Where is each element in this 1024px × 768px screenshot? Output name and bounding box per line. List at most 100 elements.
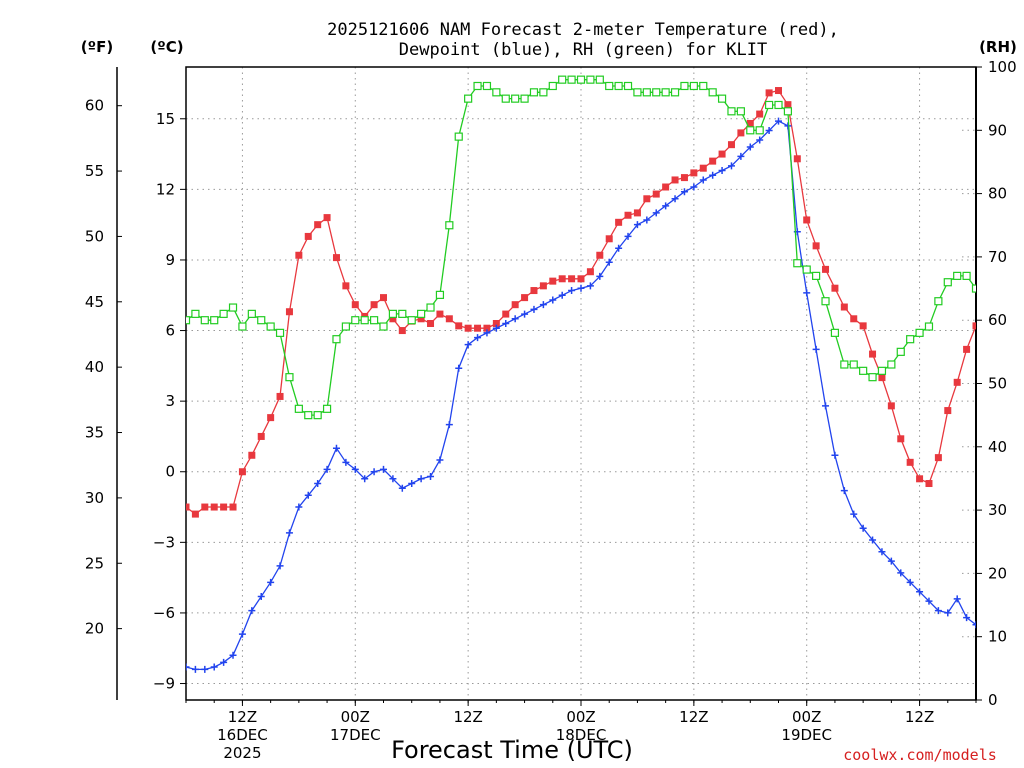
temperature-point (210, 503, 218, 511)
dewpoint-point (257, 592, 265, 600)
temperature-point (605, 235, 613, 243)
dewpoint-point (276, 562, 284, 570)
temperature-point (483, 324, 491, 332)
dewpoint-point (314, 480, 322, 488)
temperature-point (521, 294, 529, 302)
dewpoint-point (737, 152, 745, 160)
temperature-point (775, 87, 782, 95)
rh-point (341, 322, 350, 331)
dewpoint-point (474, 334, 482, 342)
rh-point (727, 107, 736, 116)
dewpoint-point (398, 484, 406, 492)
temperature-point (953, 378, 961, 386)
dewpoint-point (530, 305, 538, 313)
temperature-point (238, 468, 246, 476)
rh-point (473, 81, 482, 91)
dewpoint-point (586, 282, 594, 290)
time-tick-label: 12Z (228, 708, 257, 726)
rh-point (614, 81, 623, 91)
dewpoint-point (427, 472, 435, 480)
temperature-point (323, 214, 331, 222)
dewpoint-point (718, 167, 726, 175)
dewpoint-point (887, 557, 895, 565)
series-body (0, 75, 976, 673)
dewpoint-point (831, 451, 839, 459)
temperature-point (972, 322, 976, 330)
temperature-point (229, 503, 237, 511)
temperature-point (276, 392, 284, 400)
temperature-point (793, 155, 801, 163)
temperature-point (624, 211, 632, 219)
fahrenheit-tick-label: 25 (85, 554, 104, 572)
dewpoint-point (380, 465, 387, 473)
rh-point (0, 399, 7, 406)
rh-point (764, 100, 774, 110)
dewpoint-point (295, 503, 303, 511)
temperature-point (304, 232, 312, 240)
temperature-point (643, 195, 651, 203)
rh-point (379, 322, 388, 331)
rh-point (191, 309, 200, 318)
axes: 15129630−3−6−960555045403530252010090807… (85, 58, 1017, 762)
temperature-point (220, 503, 228, 511)
rh-point (689, 81, 698, 91)
time-tick-label: 12Z (453, 708, 482, 726)
temperature-point (464, 324, 472, 332)
rh-point (717, 94, 727, 103)
dewpoint-point (615, 244, 623, 252)
temperature-point (586, 268, 594, 276)
dewpoint-point (361, 475, 369, 483)
rh-point (774, 100, 783, 110)
rh-tick-label: 30 (988, 501, 1007, 519)
rh-point (783, 107, 793, 116)
temperature-point (822, 265, 830, 273)
rh-point (511, 94, 520, 103)
rh-tick-label: 40 (988, 438, 1007, 456)
temperature-point (916, 475, 924, 483)
rh-point (793, 259, 802, 268)
dewpoint-point (220, 658, 228, 666)
dewpoint-point (897, 569, 905, 577)
temperature-point (455, 322, 463, 330)
temperature-point (709, 157, 717, 165)
rh-point (369, 316, 379, 325)
dewpoint-point (539, 301, 547, 309)
rh-point (529, 88, 539, 97)
rh-point (680, 81, 689, 91)
dewpoint-point (186, 663, 190, 671)
celsius-tick-label: −3 (153, 533, 175, 551)
rh-point (360, 316, 369, 325)
dewpoint-point (464, 341, 472, 349)
rh-tick-label: 60 (988, 311, 1007, 329)
dewpoint-point (699, 176, 707, 184)
rh-point (257, 316, 266, 325)
celsius-tick-label: −9 (153, 675, 175, 693)
dewpoint-point (568, 287, 576, 295)
rh-point (454, 132, 463, 141)
temperature-point (887, 402, 895, 410)
temperature-line (186, 89, 976, 515)
rh-point (830, 328, 840, 337)
rh-point (586, 75, 595, 84)
rh-point (877, 366, 887, 375)
time-tick-label: 12Z (905, 708, 934, 726)
celsius-tick-label: 0 (165, 463, 175, 481)
temperature-point (549, 277, 557, 285)
rh-point (275, 328, 285, 337)
fahrenheit-tick-label: 40 (85, 358, 104, 376)
temperature-point (248, 451, 256, 459)
celsius-tick-label: 15 (156, 110, 175, 128)
dewpoint-point (652, 209, 660, 217)
time-tick-label: 18DEC (556, 726, 607, 744)
dewpoint-point (765, 127, 773, 135)
rh-point (238, 322, 247, 331)
dewpoint-point (934, 607, 942, 615)
title-line-2: Dewpoint (blue), RH (green) for KLIT (399, 40, 767, 60)
rh-point (219, 309, 228, 318)
dewpoint-point (351, 465, 359, 473)
dewpoint-point (502, 319, 510, 327)
gridlines (186, 67, 976, 700)
dewpoint-point (680, 188, 688, 196)
dewpoint-point (727, 162, 735, 170)
